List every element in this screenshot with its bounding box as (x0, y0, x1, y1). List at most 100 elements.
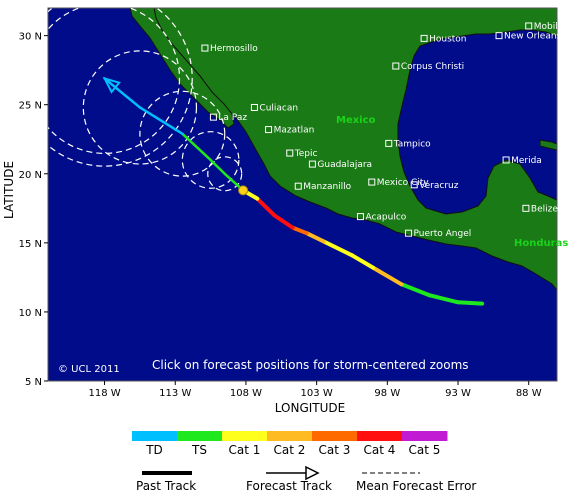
city-marker (368, 178, 376, 186)
error-circle (48, 8, 181, 154)
city-marker (405, 229, 413, 237)
past-track-label: Past Track (136, 479, 196, 493)
cuba (539, 139, 557, 151)
y-tick-label: 10 N (19, 308, 42, 319)
x-tick-label: 113 W (159, 388, 191, 399)
past-track-segment (255, 196, 277, 218)
past-track-segment (272, 213, 295, 230)
past-track-segment (304, 231, 326, 244)
city-label: La Paz (218, 113, 247, 123)
y-axis-title: LATITUDE (2, 161, 16, 219)
x-tick-label: 93 W (445, 388, 471, 399)
forecast-arrowhead-icon (102, 76, 121, 94)
legend-swatch (357, 431, 403, 441)
error-circle (82, 50, 198, 165)
city-marker (356, 213, 364, 221)
city-label: Mobile (534, 22, 564, 32)
city-marker (392, 62, 400, 70)
past-track-segment (427, 293, 461, 305)
legend-category-label: Cat 4 (364, 443, 396, 457)
past-track-segment (321, 239, 354, 258)
x-tick-label: 103 W (301, 388, 333, 399)
y-tick-label: 30 N (19, 32, 42, 43)
city-label: Culiacan (259, 103, 298, 113)
error-circle (181, 131, 240, 189)
forecast-arrow-icon (305, 465, 320, 481)
x-axis-title: LONGITUDE (275, 401, 345, 415)
legend-category-label: TD (145, 443, 163, 457)
city-marker (410, 181, 418, 189)
city-label: Hermosillo (210, 44, 258, 54)
past-track-segment (290, 225, 309, 236)
forecast-track-segment (209, 158, 226, 176)
forecast-track (102, 76, 245, 192)
city-label: Manzanillo (303, 182, 351, 192)
zoom-hint: Click on forecast positions for storm-ce… (152, 358, 469, 372)
y-tick-label: 20 N (19, 170, 42, 181)
watermark: © UCL 2011 (58, 364, 120, 375)
forecast-track-label: Forecast Track (246, 479, 332, 493)
current-position-marker[interactable] (238, 185, 249, 196)
city-label: Guadalajara (317, 160, 372, 170)
city-marker (201, 44, 209, 52)
forecast-track-segment (138, 106, 184, 135)
city-label: Mazatlan (274, 126, 315, 136)
city-marker (286, 149, 294, 157)
city-label: Mexico City (377, 178, 430, 188)
x-tick-label: 108 W (230, 388, 262, 399)
city-marker (502, 156, 510, 164)
past-track-segment (399, 282, 432, 298)
country-label-mexico: Mexico (336, 115, 376, 126)
city-label: Merida (511, 156, 542, 166)
past-track-segment (371, 265, 404, 287)
legend-swatch (312, 431, 358, 441)
city-label: Tampico (393, 139, 431, 149)
x-tick-label: 118 W (88, 388, 120, 399)
country-label-honduras: Honduras (514, 238, 568, 249)
city-marker (420, 34, 428, 42)
x-tick-label: 98 W (374, 388, 400, 399)
y-tick-label: 15 N (19, 239, 42, 250)
legend-category-label: Cat 2 (274, 443, 306, 457)
city-marker (250, 103, 258, 111)
city-label: New Orleans (504, 32, 562, 42)
mean-error-label: Mean Forecast Error (356, 479, 476, 493)
legend-swatch (177, 431, 223, 441)
city-label: Belize City (531, 204, 579, 214)
legend-category-label: Cat 1 (229, 443, 261, 457)
land (129, 8, 557, 291)
error-circles (48, 8, 243, 192)
y-tick-label: 5 N (25, 377, 42, 388)
city-marker (294, 182, 302, 190)
y-tick-label: 25 N (19, 101, 42, 112)
city-label: Acapulco (365, 213, 406, 223)
forecast-track-segment (181, 132, 212, 162)
legend-category-label: Cat 5 (409, 443, 441, 457)
error-circle (207, 156, 243, 192)
city-label: Corpus Christi (401, 62, 464, 72)
track-type-legend: Past Track Forecast Track Mean Forecast … (136, 465, 476, 493)
city-marker (308, 160, 316, 168)
legend-swatch (267, 431, 313, 441)
city-marker (209, 113, 217, 121)
city-label: Puerto Angel (414, 229, 472, 239)
city-marker (265, 126, 273, 134)
past-track-segment (349, 253, 376, 270)
x-tick-label: 88 W (516, 388, 542, 399)
axis-ticks: 118 W 113 W 108 W 103 W 98 W 93 W 88 W 30 N 25 N… (19, 32, 542, 399)
legend-swatch (402, 431, 448, 441)
legend-swatch (222, 431, 268, 441)
map-border (47, 7, 558, 382)
legend-swatch (132, 431, 178, 441)
forecast-track-segment (103, 77, 142, 109)
legend-category-label: TS (191, 443, 207, 457)
intensity-legend: TD TS Cat 1 Cat 2 Cat 3 Cat 4 Cat 5 (132, 431, 448, 457)
baja-california (129, 8, 235, 129)
mainland (149, 8, 557, 291)
city-label: Houston (429, 34, 466, 44)
city-label: Tepic (294, 149, 318, 159)
error-circle (48, 8, 193, 167)
error-circle (139, 90, 226, 177)
